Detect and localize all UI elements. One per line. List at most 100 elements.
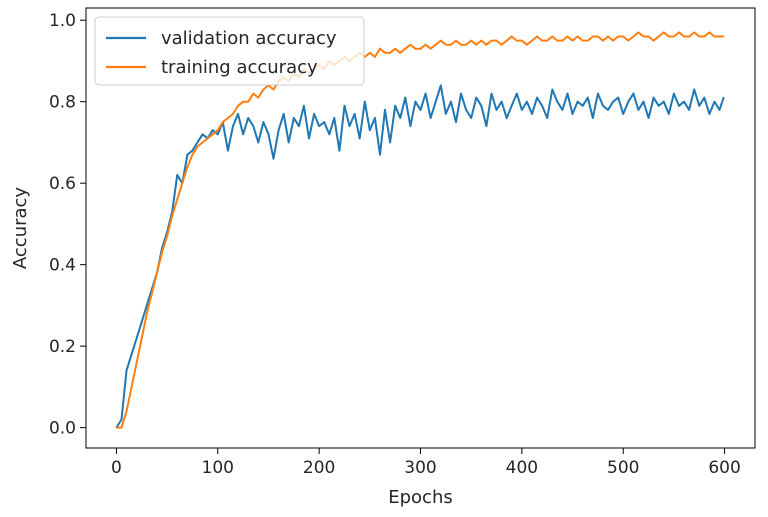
data-point	[642, 35, 645, 38]
data-point	[196, 145, 199, 148]
data-point	[500, 43, 503, 46]
data-point	[657, 104, 660, 107]
data-point	[384, 51, 386, 54]
data-point	[323, 121, 326, 123]
data-point	[424, 92, 427, 95]
data-point	[576, 100, 579, 103]
data-point	[389, 51, 391, 54]
x-tick-label: 0	[111, 458, 122, 478]
data-point	[597, 35, 599, 38]
data-point	[262, 88, 265, 91]
data-point	[586, 96, 589, 99]
data-point	[368, 51, 371, 54]
data-point	[465, 109, 467, 111]
data-point	[303, 104, 305, 107]
legend-box	[94, 16, 365, 86]
data-point	[647, 35, 650, 38]
data-point	[282, 113, 285, 115]
data-point	[622, 35, 625, 38]
data-point	[166, 235, 169, 238]
data-point	[292, 117, 295, 119]
data-point	[693, 31, 696, 34]
data-point	[698, 104, 701, 107]
data-point	[678, 31, 680, 34]
data-point	[698, 35, 701, 38]
legend-label-training: training accuracy	[161, 57, 318, 78]
data-point	[414, 100, 417, 103]
data-point	[252, 92, 255, 95]
data-point	[703, 96, 706, 99]
data-point	[394, 104, 397, 107]
data-point	[455, 39, 457, 42]
data-point	[374, 117, 376, 119]
data-point	[688, 109, 690, 111]
data-point	[277, 129, 280, 132]
data-point	[379, 153, 381, 156]
data-point	[227, 117, 229, 119]
data-point	[485, 125, 488, 127]
data-point	[439, 39, 442, 42]
data-point	[667, 113, 670, 115]
data-point	[176, 198, 179, 201]
data-point	[409, 125, 412, 127]
data-point	[678, 104, 680, 107]
data-point	[722, 96, 725, 99]
data-point	[688, 35, 690, 38]
data-point	[227, 149, 229, 152]
legend: validation accuracy training accuracy	[94, 16, 365, 86]
data-point	[343, 104, 346, 107]
data-point	[627, 39, 630, 42]
axis-ticks: 0 100 200 300 400 500 600 0.0 0.2 0.4 0.6 0.8 1.0	[49, 11, 741, 478]
data-point	[683, 100, 685, 103]
data-point	[515, 92, 518, 95]
data-point	[495, 109, 498, 111]
y-tick-label: 0.4	[49, 256, 76, 276]
data-point	[662, 100, 665, 103]
data-point	[683, 35, 685, 38]
data-point	[718, 35, 721, 38]
x-axis-label: Epochs	[388, 487, 453, 508]
data-point	[125, 410, 128, 413]
data-point	[221, 121, 224, 123]
data-point	[510, 104, 513, 107]
data-point	[135, 361, 138, 364]
data-point	[211, 133, 214, 136]
data-point	[115, 426, 118, 429]
x-tick-label: 400	[506, 458, 538, 478]
data-point	[536, 35, 538, 38]
data-point	[348, 125, 351, 127]
data-point	[500, 100, 503, 103]
y-tick-label: 0.8	[49, 93, 76, 113]
data-point	[333, 117, 336, 119]
data-point	[201, 141, 204, 144]
data-point	[581, 104, 584, 107]
data-point	[667, 35, 670, 38]
data-point	[237, 113, 239, 115]
data-point	[541, 104, 543, 107]
data-point	[455, 121, 457, 123]
data-point	[515, 39, 518, 42]
data-point	[465, 43, 467, 46]
data-point	[247, 117, 250, 119]
data-point	[556, 100, 559, 103]
data-point	[287, 141, 290, 144]
data-point	[439, 84, 442, 87]
data-point	[713, 35, 716, 38]
axes-frame	[85, 7, 756, 449]
y-tick-label: 0.2	[49, 337, 76, 357]
data-point	[642, 100, 645, 103]
data-point	[490, 92, 493, 95]
data-point	[404, 96, 407, 99]
data-point	[298, 125, 300, 127]
data-point	[632, 35, 635, 38]
data-point	[308, 137, 310, 140]
data-point	[272, 157, 275, 160]
data-point	[693, 88, 696, 91]
y-tick-label: 1.0	[49, 11, 76, 31]
data-point	[242, 100, 245, 103]
data-point	[521, 109, 523, 111]
data-point	[379, 47, 381, 50]
data-point	[551, 88, 554, 91]
x-tick-label: 200	[303, 458, 335, 478]
